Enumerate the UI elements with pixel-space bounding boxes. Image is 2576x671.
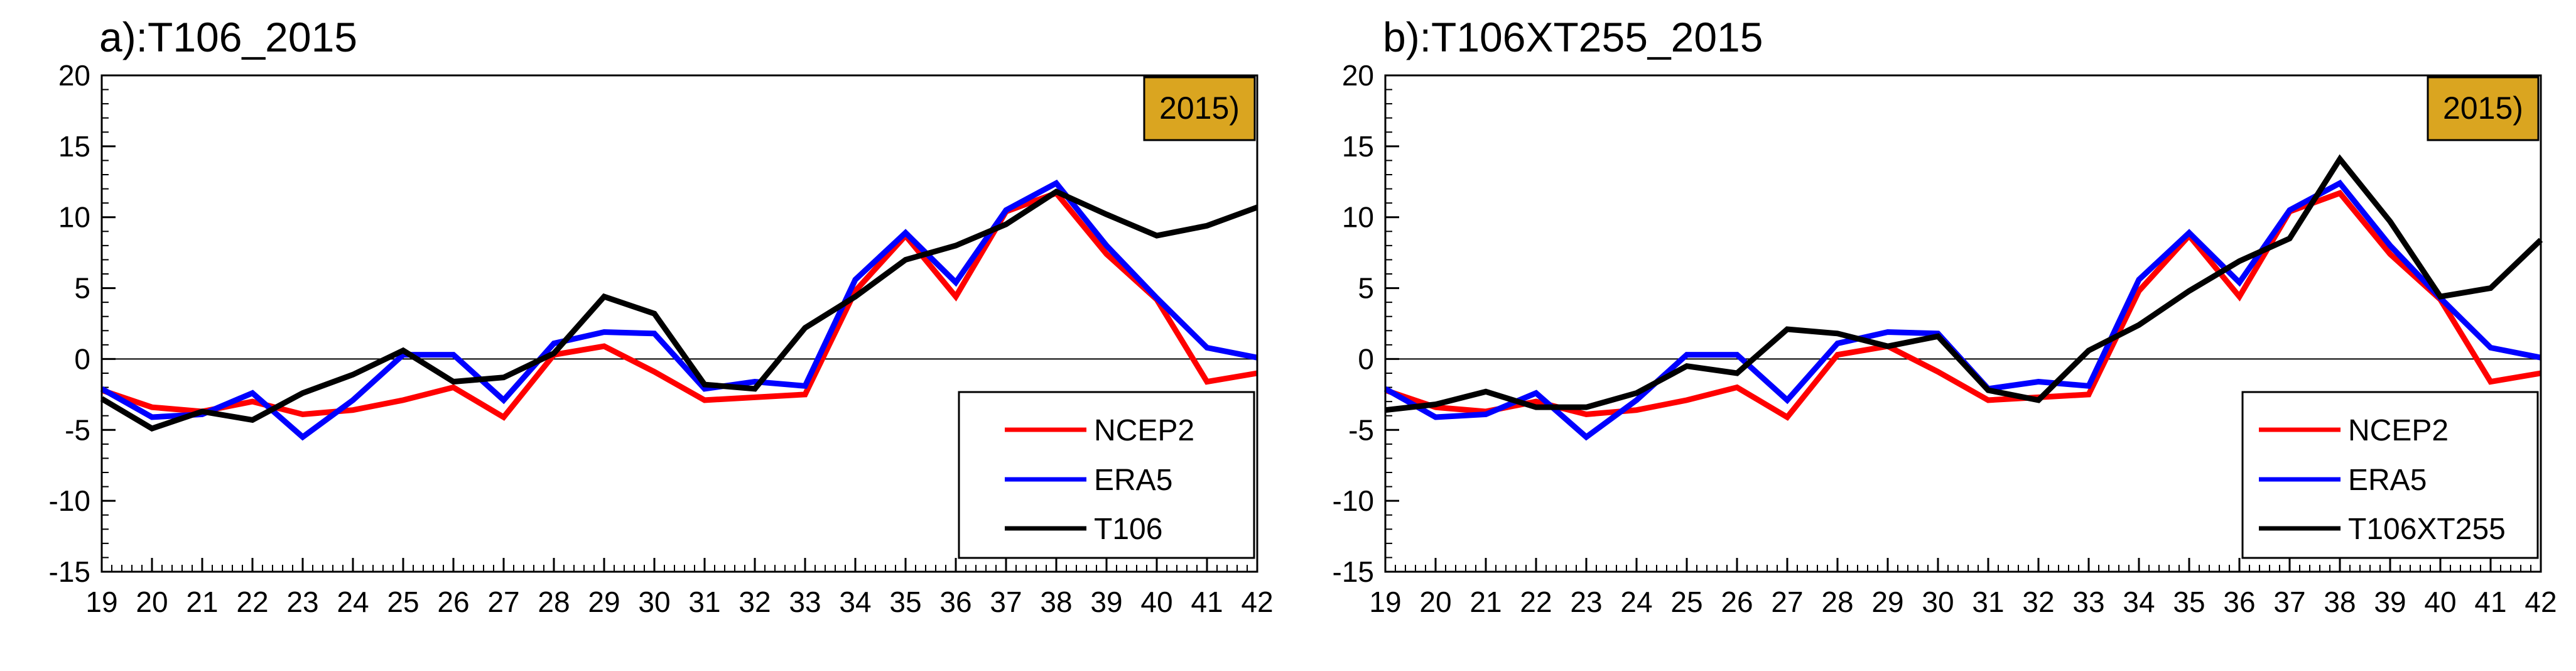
panel-b-x-tick-label-26: 26 (1721, 586, 1753, 618)
panel-a-x-tick-label-27: 27 (487, 586, 519, 618)
panel-b-x-tick-label-37: 37 (2273, 586, 2305, 618)
panel-a-x-tick-label-20: 20 (136, 586, 168, 618)
panel-a-legend-label-era5: ERA5 (1094, 464, 1172, 497)
panel-a: a):T106_2015 19 20 21 22 23 24 25 26 27 28 29 30 31 3… (49, 14, 1274, 618)
panel-a-badge-label: 2015) (1159, 90, 1240, 126)
panel-b-y-ticks: 20 15 10 5 0 -5 -10 -15 (1333, 59, 1399, 588)
panel-a-x-tick-label-38: 38 (1040, 586, 1072, 618)
panel-b: b):T106XT255_2015 19 20 21 22 23 24 25 26 27 28 29… (1333, 14, 2557, 618)
panel-a-x-tick-label-23: 23 (286, 586, 318, 618)
panel-b-x-tick-label-33: 33 (2072, 586, 2104, 618)
panel-a-x-tick-label-39: 39 (1090, 586, 1122, 618)
panel-b-x-tick-label-24: 24 (1620, 586, 1652, 618)
panel-b-series-ncep2 (1384, 190, 2541, 421)
panel-a-y-ticks: 20 15 10 5 0 -5 -10 -15 (49, 59, 116, 588)
panel-b-x-tick-label-28: 28 (1821, 586, 1853, 618)
panel-b-legend-label-ncep2: NCEP2 (2348, 414, 2449, 447)
panel-b-x-tick-label-35: 35 (2173, 586, 2205, 618)
panel-a-series-lines (100, 179, 1258, 441)
panel-b-x-tick-label-20: 20 (1419, 586, 1451, 618)
panel-a-badge: 2015) (1143, 76, 1256, 141)
panel-b-x-tick-label-40: 40 (2424, 586, 2456, 618)
panel-a-y-tick-label-5: -5 (65, 413, 90, 446)
panel-b-x-tick-label-38: 38 (2324, 586, 2356, 618)
panel-a-x-tick-label-19: 19 (85, 586, 117, 618)
panel-b-series-t106xt255 (1385, 154, 2543, 413)
panel-b-legend-label-t106xt255: T106XT255 (2348, 513, 2506, 546)
panel-b-y-tick-label-0: 0 (1358, 342, 1374, 375)
panel-b-x-ticks: 19 20 21 22 23 24 25 26 27 28 29 30 31 32 33 34 35 36 37 38… (1369, 558, 2557, 618)
panel-b-x-tick-label-36: 36 (2223, 586, 2255, 618)
panel-a-x-tick-label-28: 28 (538, 586, 570, 618)
panel-b-legend-label-era5: ERA5 (2348, 464, 2427, 497)
panel-b-x-tick-label-23: 23 (1570, 586, 1602, 618)
panel-a-series-ncep2 (100, 190, 1258, 421)
panel-a-y-tick-label-0: 0 (74, 342, 90, 375)
panel-a-title: a):T106_2015 (99, 14, 357, 60)
panel-b-y-tick-label-10: 10 (1342, 201, 1374, 234)
panel-b-title: b):T106XT255_2015 (1383, 14, 1763, 60)
panel-a-legend-label-ncep2: NCEP2 (1094, 414, 1194, 447)
panel-b-y-tick-label-20: 20 (1342, 59, 1374, 92)
panel-a-y-tick-label-20: 20 (58, 59, 90, 92)
panel-a-legend-label-t106: T106 (1094, 513, 1162, 546)
panel-a-y-tick-label-10: -10 (49, 484, 90, 517)
panel-b-x-tick-label-39: 39 (2374, 586, 2406, 618)
panel-a-x-tick-label-42: 42 (1241, 586, 1273, 618)
panel-a-badge-box (1143, 76, 1256, 141)
panel-b-x-tick-label-21: 21 (1469, 586, 1502, 618)
panel-b-x-tick-label-19: 19 (1369, 586, 1401, 618)
panel-b-x-tick-label-32: 32 (2022, 586, 2054, 618)
panel-b-legend: NCEP2 ERA5 T106XT255 (2241, 391, 2539, 559)
panel-a-y-tick-label-10: 10 (58, 201, 90, 234)
panel-b-x-tick-label-27: 27 (1771, 586, 1803, 618)
panel-a-x-tick-label-40: 40 (1140, 586, 1172, 618)
panel-a-x-ticks: 19 20 21 22 23 24 25 26 27 28 29 30 31 32 33 34 35 36 37 38… (85, 558, 1274, 618)
panel-b-y-tick-label-5: -5 (1348, 413, 1374, 446)
panel-b-y-tick-label-10: -10 (1333, 484, 1374, 517)
panel-b-x-tick-label-42: 42 (2525, 586, 2557, 618)
panel-a-plot-frame (100, 74, 1258, 573)
panel-a-x-tick-label-30: 30 (638, 586, 670, 618)
panel-b-badge-box (2427, 76, 2540, 141)
panel-a-x-tick-label-37: 37 (990, 586, 1022, 618)
panel-a-x-tick-label-24: 24 (337, 586, 369, 618)
panel-a-x-tick-label-29: 29 (588, 586, 620, 618)
panel-a-series-t106 (100, 188, 1258, 432)
panel-b-x-tick-label-34: 34 (2123, 586, 2155, 618)
panel-a-x-tick-label-41: 41 (1191, 586, 1223, 618)
panel-a-legend: NCEP2 ERA5 T106 (958, 391, 1255, 559)
panel-a-x-tick-label-36: 36 (939, 586, 971, 618)
panel-b-badge: 2015) (2427, 76, 2540, 141)
panel-a-x-tick-label-33: 33 (789, 586, 821, 618)
panel-b-x-tick-label-41: 41 (2474, 586, 2506, 618)
panel-b-badge-label: 2015) (2443, 90, 2523, 126)
panel-a-x-tick-label-35: 35 (889, 586, 921, 618)
panel-a-y-tick-label-15: -15 (49, 555, 90, 588)
panel-a-x-tick-label-31: 31 (688, 586, 720, 618)
panel-a-x-tick-label-22: 22 (236, 586, 268, 618)
panel-b-x-tick-label-30: 30 (1922, 586, 1954, 618)
panel-a-y-tick-label-5: 5 (74, 272, 90, 305)
panel-a-x-tick-label-34: 34 (839, 586, 871, 618)
panel-b-y-tick-label-15: -15 (1333, 555, 1374, 588)
panel-b-x-tick-label-29: 29 (1871, 586, 1903, 618)
panel-b-y-tick-label-5: 5 (1358, 272, 1374, 305)
panel-a-x-tick-label-25: 25 (387, 586, 419, 618)
panel-b-plot-frame (1384, 74, 2542, 573)
panel-a-x-tick-label-32: 32 (739, 586, 771, 618)
panel-b-y-tick-label-15: 15 (1342, 130, 1374, 163)
panel-a-x-tick-label-26: 26 (437, 586, 469, 618)
panel-b-x-tick-label-31: 31 (1972, 586, 2004, 618)
panel-a-x-tick-label-21: 21 (186, 586, 218, 618)
panel-b-x-tick-label-25: 25 (1670, 586, 1702, 618)
panel-b-x-tick-label-22: 22 (1520, 586, 1552, 618)
panel-b-series-lines (1383, 154, 2543, 441)
panel-a-y-tick-label-15: 15 (58, 130, 90, 163)
